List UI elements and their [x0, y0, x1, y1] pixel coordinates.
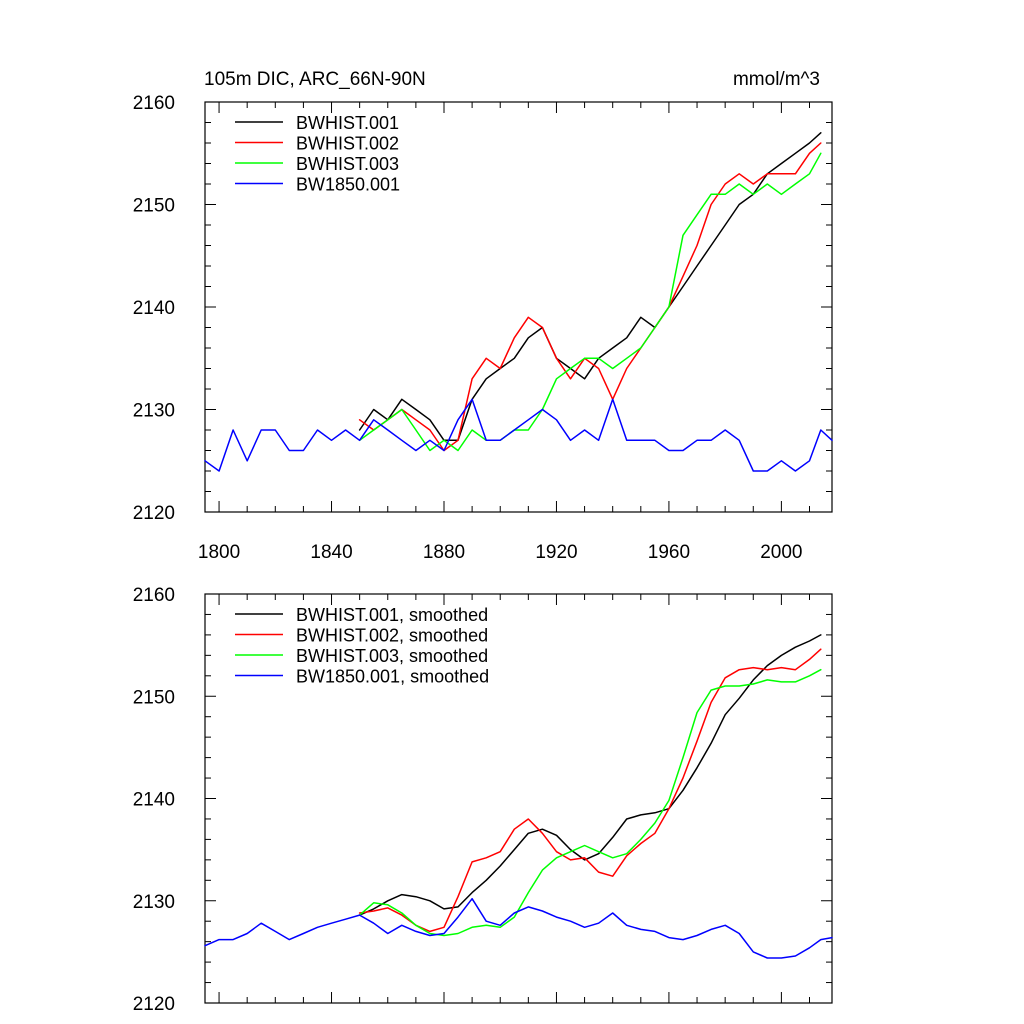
- raw-panel: 2120 2130 2140 2150 2160 1800 1840 1880 1920 1960…: [133, 93, 833, 563]
- x-tick-label: 1920: [535, 542, 577, 563]
- series-line-bwhist-002: [358, 142, 822, 452]
- y-tick-label: 2130: [133, 892, 175, 913]
- x-tick-label: 1960: [648, 542, 690, 563]
- chart-units: mmol/m^3: [733, 69, 820, 90]
- chart-title: 105m DIC, ARC_66N-90N: [204, 69, 426, 90]
- legend-label: BW1850.001, smoothed: [296, 667, 489, 687]
- x-tick-label: 1800: [198, 542, 240, 563]
- legend-label: BWHIST.003: [296, 154, 399, 174]
- y-tick-label: 2150: [133, 687, 175, 708]
- legend-label: BWHIST.002: [296, 134, 399, 154]
- legend-label: BW1850.001: [296, 175, 400, 195]
- series-line-bw1850-001-smoothed: [204, 897, 833, 959]
- smoothed-panel: 2120 2130 2140 2150 2160 BWHIST.001, smoothed…: [133, 585, 833, 1015]
- y-tick-label: 2120: [133, 994, 175, 1015]
- legend-label: BWHIST.003, smoothed: [296, 646, 488, 666]
- y-tick-label: 2150: [133, 196, 175, 217]
- legend-label: BWHIST.002, smoothed: [296, 626, 488, 646]
- series-line-bwhist-003-smoothed: [358, 668, 822, 937]
- y-tick-label: 2160: [133, 93, 175, 114]
- y-tick-label: 2130: [133, 401, 175, 422]
- series-line-bwhist-003: [358, 152, 822, 452]
- x-tick-label: 1840: [310, 542, 352, 563]
- x-tick-label: 1880: [423, 542, 465, 563]
- series-line-bwhist-001: [358, 132, 822, 442]
- series-line-bw1850-001: [204, 398, 833, 472]
- y-tick-label: 2160: [133, 585, 175, 606]
- y-tick-label: 2140: [133, 790, 175, 811]
- legend-label: BWHIST.001: [296, 113, 399, 133]
- x-tick-label: 2000: [760, 542, 802, 563]
- y-tick-label: 2120: [133, 503, 175, 524]
- y-tick-label: 2140: [133, 298, 175, 319]
- series-line-bwhist-001-smoothed: [358, 634, 822, 916]
- legend-label: BWHIST.001, smoothed: [296, 605, 488, 625]
- series-line-bwhist-002-smoothed: [358, 648, 822, 933]
